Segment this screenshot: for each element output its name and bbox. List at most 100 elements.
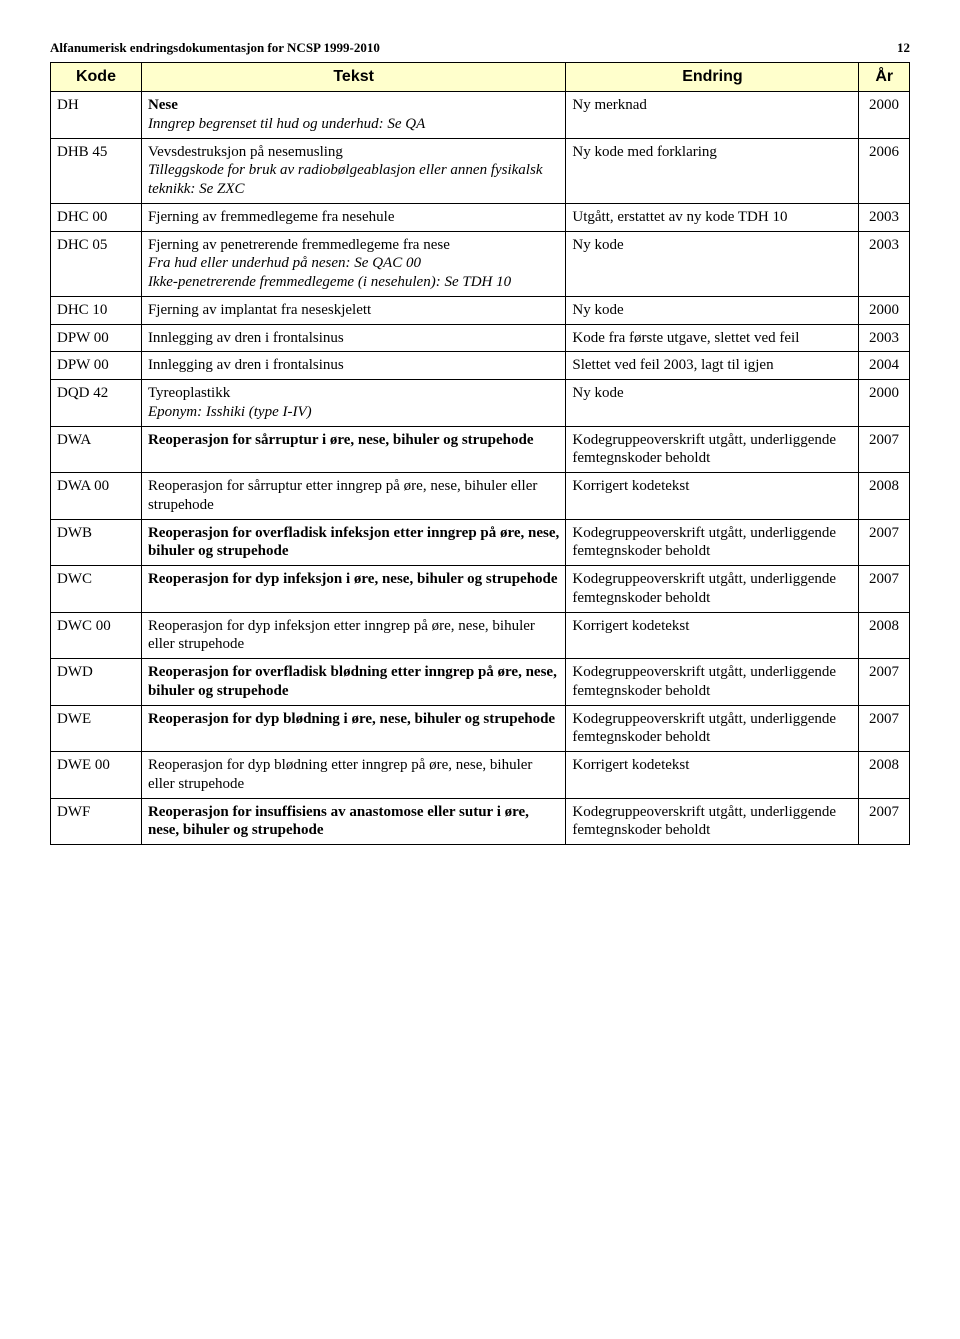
cell-year: 2000 bbox=[859, 92, 910, 139]
page-container: Alfanumerisk endringsdokumentasjon for N… bbox=[0, 0, 960, 885]
table-header-row: Kode Tekst Endring År bbox=[51, 63, 910, 92]
cell-code: DHB 45 bbox=[51, 138, 142, 203]
text-bold: Reoperasjon for dyp infeksjon i øre, nes… bbox=[148, 571, 558, 587]
header-page-number: 12 bbox=[897, 40, 910, 56]
text-bold: Reoperasjon for overfladisk blødning ett… bbox=[148, 664, 557, 699]
col-header-text: Tekst bbox=[141, 63, 565, 92]
cell-year: 2007 bbox=[859, 659, 910, 706]
cell-change: Kode fra første utgave, slettet ved feil bbox=[566, 324, 859, 352]
cell-text: Reoperasjon for overfladisk infeksjon et… bbox=[141, 519, 565, 566]
cell-code: DHC 10 bbox=[51, 296, 142, 324]
cell-year: 2006 bbox=[859, 138, 910, 203]
cell-year: 2008 bbox=[859, 752, 910, 799]
text-bold: Nese bbox=[148, 97, 178, 113]
cell-change: Kodegruppeoverskrift utgått, underliggen… bbox=[566, 705, 859, 752]
table-row: DHC 05 Fjerning av penetrerende fremmedl… bbox=[51, 231, 910, 296]
cell-year: 2007 bbox=[859, 566, 910, 613]
table-row: DQD 42 Tyreoplastikk Eponym: Isshiki (ty… bbox=[51, 380, 910, 427]
cell-code: DWE bbox=[51, 705, 142, 752]
text-italic: Eponym: Isshiki (type I-IV) bbox=[148, 404, 312, 420]
cell-text: Innlegging av dren i frontalsinus bbox=[141, 324, 565, 352]
cell-change: Ny merknad bbox=[566, 92, 859, 139]
cell-change: Kodegruppeoverskrift utgått, underliggen… bbox=[566, 426, 859, 473]
table-row: DWE Reoperasjon for dyp blødning i øre, … bbox=[51, 705, 910, 752]
cell-text: Reoperasjon for dyp blødning i øre, nese… bbox=[141, 705, 565, 752]
cell-change: Utgått, erstattet av ny kode TDH 10 bbox=[566, 203, 859, 231]
cell-code: DWC 00 bbox=[51, 612, 142, 659]
cell-change: Kodegruppeoverskrift utgått, underliggen… bbox=[566, 519, 859, 566]
cell-change: Ny kode bbox=[566, 231, 859, 296]
cell-year: 2003 bbox=[859, 203, 910, 231]
cell-text: Fjerning av fremmedlegeme fra nesehule bbox=[141, 203, 565, 231]
cell-code: DWF bbox=[51, 798, 142, 845]
table-row: DWE 00 Reoperasjon for dyp blødning ette… bbox=[51, 752, 910, 799]
text-plain: Fjerning av penetrerende fremmedlegeme f… bbox=[148, 237, 450, 253]
cell-text: Reoperasjon for dyp infeksjon i øre, nes… bbox=[141, 566, 565, 613]
cell-code: DPW 00 bbox=[51, 324, 142, 352]
table-row: DHC 00 Fjerning av fremmedlegeme fra nes… bbox=[51, 203, 910, 231]
text-bold: Reoperasjon for dyp blødning i øre, nese… bbox=[148, 711, 555, 727]
table-body: DH Nese Inngrep begrenset til hud og und… bbox=[51, 92, 910, 845]
table-row: DWC Reoperasjon for dyp infeksjon i øre,… bbox=[51, 566, 910, 613]
cell-change: Ny kode bbox=[566, 380, 859, 427]
cell-change: Korrigert kodetekst bbox=[566, 752, 859, 799]
text-plain: Tyreoplastikk bbox=[148, 385, 230, 401]
text-bold: Reoperasjon for overfladisk infeksjon et… bbox=[148, 525, 559, 560]
cell-text: Nese Inngrep begrenset til hud og underh… bbox=[141, 92, 565, 139]
cell-year: 2003 bbox=[859, 231, 910, 296]
col-header-year: År bbox=[859, 63, 910, 92]
table-row: DWD Reoperasjon for overfladisk blødning… bbox=[51, 659, 910, 706]
cell-year: 2007 bbox=[859, 798, 910, 845]
cell-year: 2007 bbox=[859, 426, 910, 473]
table-row: DWF Reoperasjon for insuffisiens av anas… bbox=[51, 798, 910, 845]
cell-change: Ny kode med forklaring bbox=[566, 138, 859, 203]
col-header-change: Endring bbox=[566, 63, 859, 92]
page-header: Alfanumerisk endringsdokumentasjon for N… bbox=[50, 40, 910, 56]
cell-change: Kodegruppeoverskrift utgått, underliggen… bbox=[566, 798, 859, 845]
cell-code: DWB bbox=[51, 519, 142, 566]
cell-change: Ny kode bbox=[566, 296, 859, 324]
cell-text: Fjerning av penetrerende fremmedlegeme f… bbox=[141, 231, 565, 296]
cell-code: DHC 00 bbox=[51, 203, 142, 231]
table-row: DHB 45 Vevsdestruksjon på nesemusling Ti… bbox=[51, 138, 910, 203]
cell-year: 2000 bbox=[859, 380, 910, 427]
cell-change: Kodegruppeoverskrift utgått, underliggen… bbox=[566, 566, 859, 613]
cell-year: 2003 bbox=[859, 324, 910, 352]
table-row: DWC 00 Reoperasjon for dyp infeksjon ett… bbox=[51, 612, 910, 659]
cell-code: DH bbox=[51, 92, 142, 139]
cell-change: Slettet ved feil 2003, lagt til igjen bbox=[566, 352, 859, 380]
cell-text: Reoperasjon for sårruptur i øre, nese, b… bbox=[141, 426, 565, 473]
cell-text: Fjerning av implantat fra neseskjelett bbox=[141, 296, 565, 324]
cell-code: DWA bbox=[51, 426, 142, 473]
cell-year: 2008 bbox=[859, 612, 910, 659]
cell-text: Reoperasjon for dyp blødning etter inngr… bbox=[141, 752, 565, 799]
table-row: DWA Reoperasjon for sårruptur i øre, nes… bbox=[51, 426, 910, 473]
text-italic: Fra hud eller underhud på nesen: Se QAC … bbox=[148, 255, 421, 271]
cell-text: Reoperasjon for sårruptur etter inngrep … bbox=[141, 473, 565, 520]
cell-code: DWC bbox=[51, 566, 142, 613]
cell-year: 2008 bbox=[859, 473, 910, 520]
header-title: Alfanumerisk endringsdokumentasjon for N… bbox=[50, 40, 380, 56]
cell-code: DHC 05 bbox=[51, 231, 142, 296]
cell-code: DPW 00 bbox=[51, 352, 142, 380]
cell-year: 2007 bbox=[859, 519, 910, 566]
cell-year: 2004 bbox=[859, 352, 910, 380]
table-row: DWA 00 Reoperasjon for sårruptur etter i… bbox=[51, 473, 910, 520]
cell-text: Reoperasjon for dyp infeksjon etter inng… bbox=[141, 612, 565, 659]
cell-text: Tyreoplastikk Eponym: Isshiki (type I-IV… bbox=[141, 380, 565, 427]
cell-code: DWA 00 bbox=[51, 473, 142, 520]
cell-code: DWD bbox=[51, 659, 142, 706]
cell-change: Korrigert kodetekst bbox=[566, 473, 859, 520]
cell-text: Innlegging av dren i frontalsinus bbox=[141, 352, 565, 380]
table-row: DPW 00 Innlegging av dren i frontalsinus… bbox=[51, 352, 910, 380]
changes-table: Kode Tekst Endring År DH Nese Inngrep be… bbox=[50, 62, 910, 845]
cell-code: DQD 42 bbox=[51, 380, 142, 427]
cell-change: Kodegruppeoverskrift utgått, underliggen… bbox=[566, 659, 859, 706]
table-row: DH Nese Inngrep begrenset til hud og und… bbox=[51, 92, 910, 139]
table-row: DPW 00 Innlegging av dren i frontalsinus… bbox=[51, 324, 910, 352]
cell-text: Reoperasjon for overfladisk blødning ett… bbox=[141, 659, 565, 706]
table-row: DHC 10 Fjerning av implantat fra neseskj… bbox=[51, 296, 910, 324]
cell-year: 2007 bbox=[859, 705, 910, 752]
cell-code: DWE 00 bbox=[51, 752, 142, 799]
text-plain: Vevsdestruksjon på nesemusling bbox=[148, 144, 343, 160]
